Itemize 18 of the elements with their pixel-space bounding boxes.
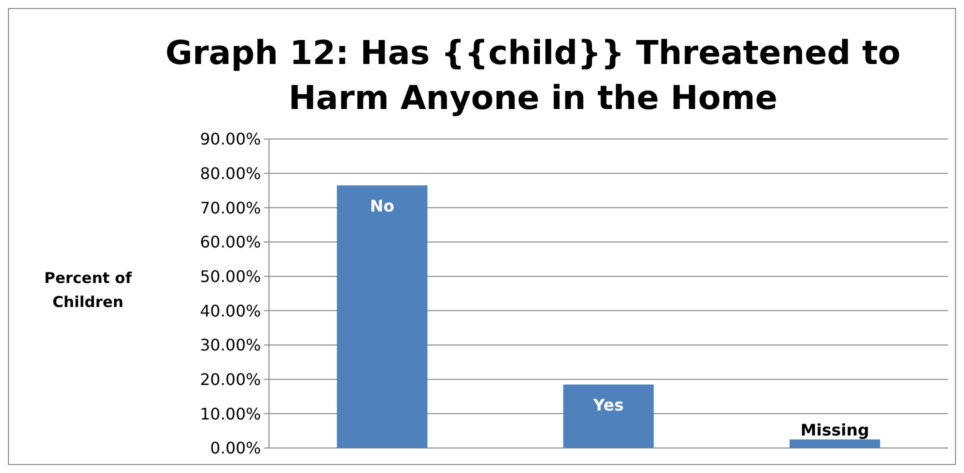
x-tick-label: No (370, 196, 394, 216)
y-axis-title: Percent of Children (44, 269, 132, 311)
x-tick-label: Yes (592, 395, 624, 414)
y-tick-label: 50.00% (200, 266, 261, 286)
y-tick-label: 30.00% (200, 336, 261, 355)
y-tick-label: 80.00% (200, 164, 261, 183)
y-tick-label: 70.00% (200, 198, 261, 218)
bar (790, 439, 880, 448)
bar (563, 384, 654, 448)
y-tick-label: 20.00% (200, 370, 261, 389)
y-tick-label: 0.00% (210, 438, 261, 458)
x-tick-label: Missing (800, 420, 870, 440)
y-tick-label: 60.00% (200, 232, 261, 252)
y-tick-label: 10.00% (200, 404, 261, 424)
y-tick-label: 90.00% (200, 130, 261, 149)
chart-title: Graph 12: Has {{child}} Threatened to Harm Anyone in the Home (165, 33, 901, 117)
y-tick-label: 40.00% (200, 301, 261, 320)
bar (336, 185, 428, 448)
